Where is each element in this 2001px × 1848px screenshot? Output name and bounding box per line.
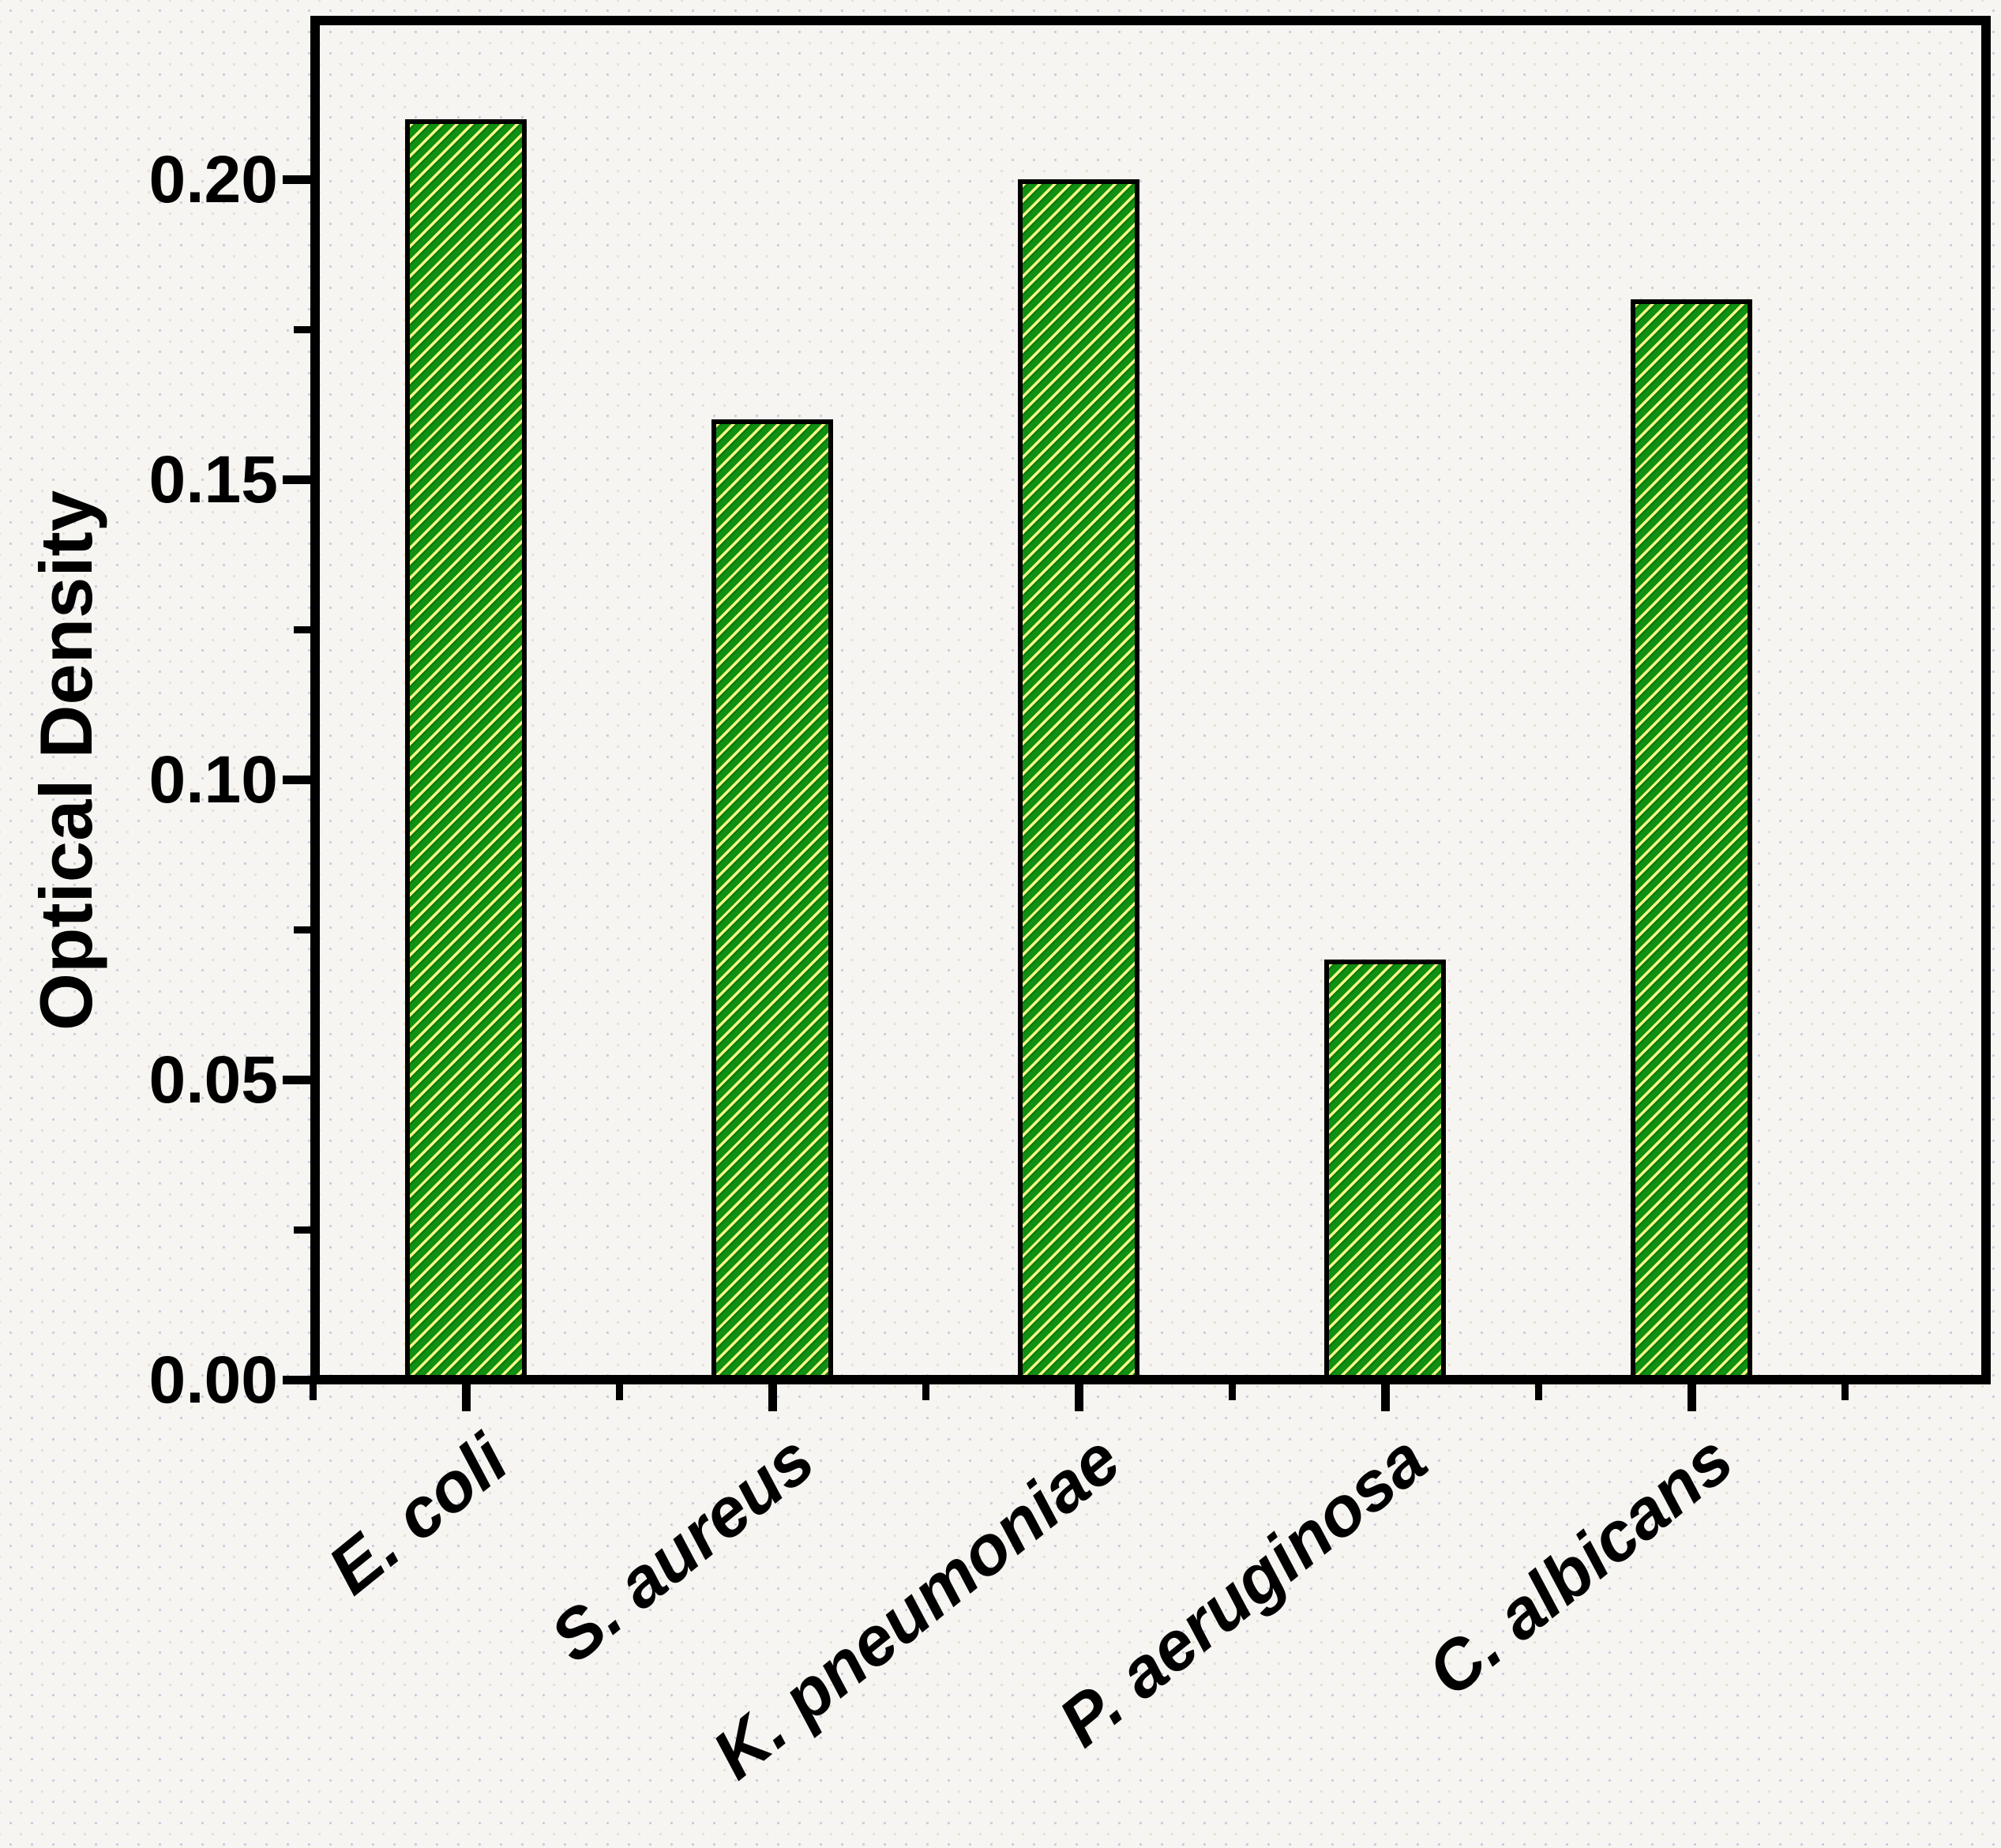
x-minor-tick — [1229, 1384, 1236, 1400]
y-tick-label: 0.05 — [148, 1042, 279, 1117]
y-major-tick — [283, 1376, 311, 1384]
y-minor-tick — [294, 326, 311, 333]
x-minor-tick — [310, 1384, 317, 1400]
x-category-label: C. albicans — [1413, 1419, 1748, 1711]
bar-2 — [711, 419, 833, 1384]
x-major-tick — [1381, 1384, 1390, 1411]
x-major-tick — [1688, 1384, 1696, 1411]
y-major-tick — [283, 776, 311, 784]
x-category-label: E. coli — [313, 1419, 522, 1609]
x-major-tick — [1075, 1384, 1083, 1411]
x-minor-tick — [922, 1384, 929, 1400]
x-minor-tick — [616, 1384, 623, 1400]
y-minor-tick — [294, 626, 311, 633]
bar-3 — [1018, 179, 1139, 1384]
bar-4 — [1324, 960, 1446, 1384]
bar-5 — [1631, 299, 1752, 1384]
x-minor-tick — [1535, 1384, 1542, 1400]
x-major-tick — [462, 1384, 471, 1411]
x-minor-tick — [1841, 1384, 1849, 1400]
y-minor-tick — [294, 926, 311, 933]
y-major-tick — [283, 175, 311, 184]
x-major-tick — [768, 1384, 777, 1411]
y-tick-label: 0.20 — [148, 142, 279, 216]
y-tick-label: 0.15 — [148, 442, 279, 516]
y-major-tick — [283, 475, 311, 484]
y-major-tick — [283, 1076, 311, 1084]
bar-1 — [405, 119, 527, 1384]
y-tick-label: 0.10 — [148, 742, 279, 817]
x-category-label: S. aureus — [535, 1419, 828, 1677]
y-tick-label: 0.00 — [148, 1343, 279, 1417]
y-minor-tick — [294, 1226, 311, 1234]
